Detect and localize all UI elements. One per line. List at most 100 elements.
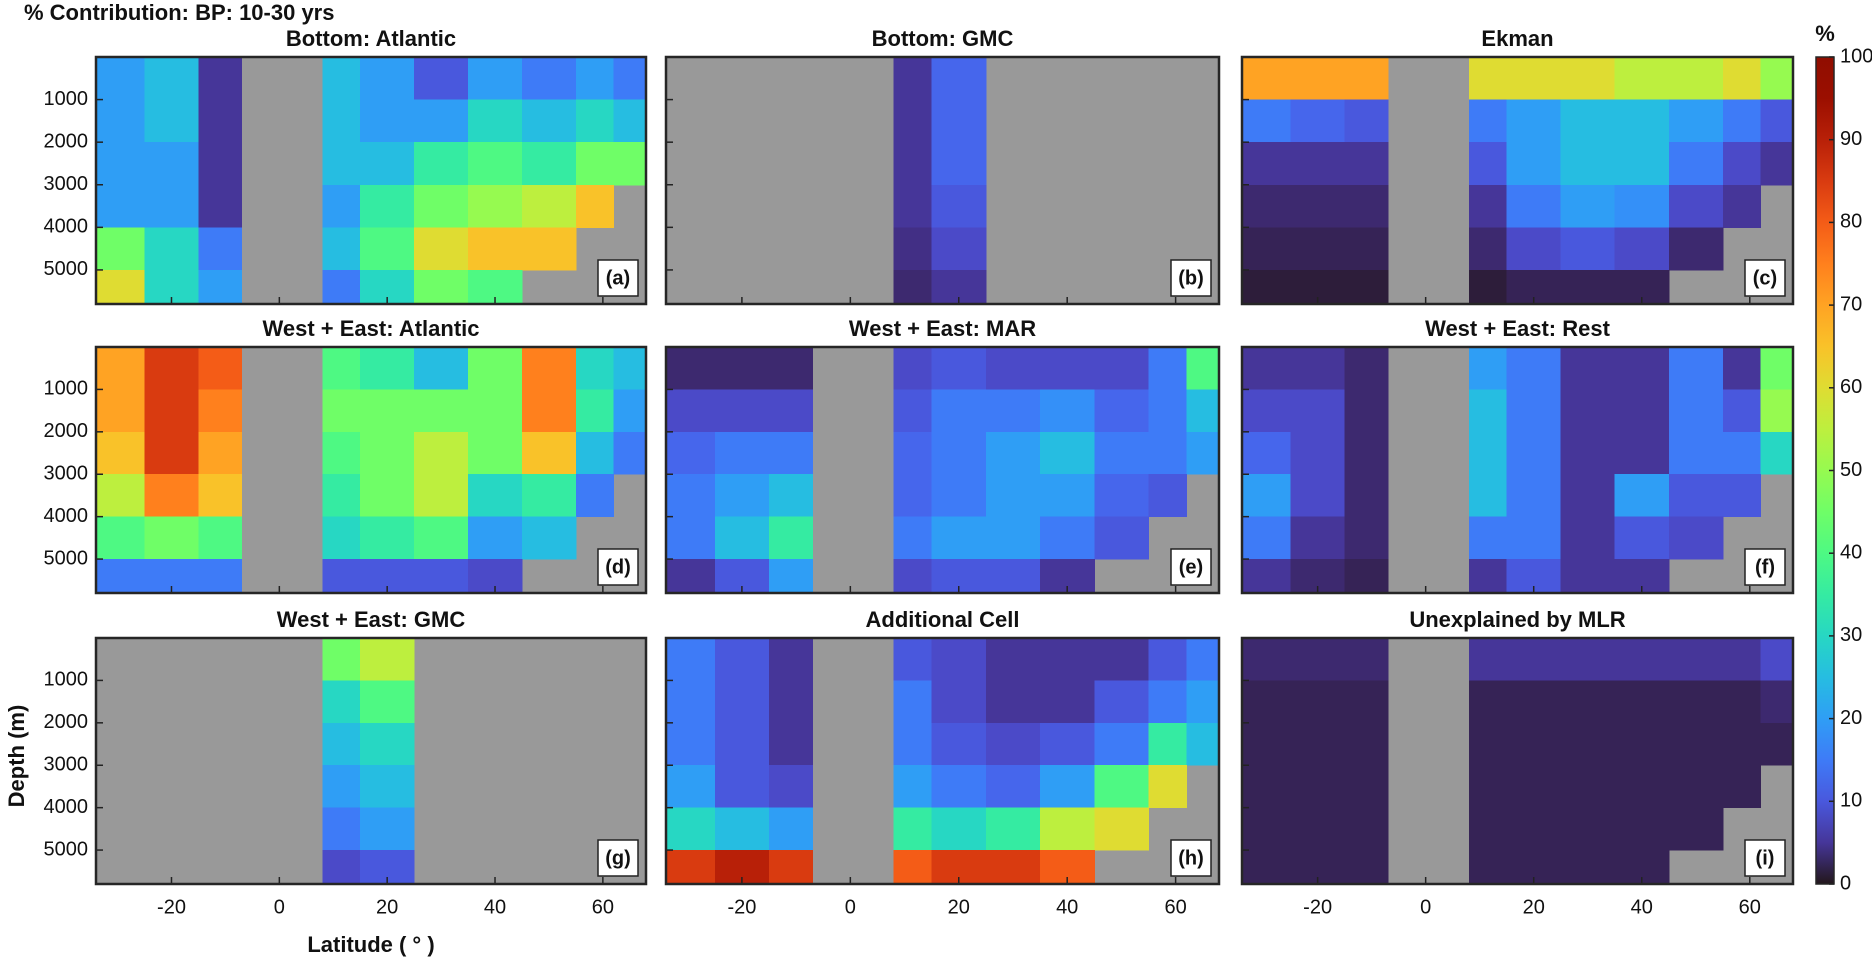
heatmap-cell [931, 638, 987, 681]
heatmap-cell [1186, 722, 1220, 766]
heatmap-cell [198, 227, 243, 271]
heatmap-cell [714, 722, 770, 766]
heatmap-cell [666, 722, 716, 766]
heatmap-cell [931, 184, 987, 228]
heatmap-cell [96, 269, 146, 305]
colorbar-tick-label: 90 [1840, 128, 1862, 150]
heatmap-cell [360, 184, 415, 228]
heatmap-cell [893, 389, 933, 433]
heatmap-cell [714, 347, 770, 390]
colorbar-tick-label: 40 [1840, 541, 1862, 563]
x-tick-label: -20 [727, 896, 756, 918]
heatmap-cell [144, 99, 199, 143]
heatmap-cell [1614, 347, 1670, 390]
heatmap-cell [414, 516, 469, 560]
panel-tag: (h) [1178, 847, 1204, 869]
heatmap-cell [666, 474, 716, 518]
heatmap-cell [1344, 765, 1389, 809]
heatmap-cell [1506, 142, 1562, 186]
heatmap-cell [1668, 142, 1724, 186]
figure-title: % Contribution: BP: 10-30 yrs [24, 0, 334, 25]
panel-title: Bottom: GMC [872, 26, 1014, 51]
heatmap-cell [322, 807, 361, 851]
heatmap-cell [1468, 722, 1508, 766]
panel-tag-box [1744, 548, 1786, 586]
heatmap-cell [1242, 99, 1292, 143]
heatmap-cell [1344, 850, 1389, 885]
heatmap-cell [468, 389, 523, 433]
heatmap-cell [714, 638, 770, 681]
heatmap-cell [360, 227, 415, 271]
y-tick-label: 4000 [44, 796, 89, 818]
heatmap-cell [96, 559, 146, 594]
heatmap-cell [468, 227, 523, 271]
heatmap-cell [1148, 680, 1187, 724]
heatmap-cell [1344, 57, 1389, 101]
panel-frame [664, 636, 1221, 886]
x-tick-label: 60 [1739, 896, 1761, 918]
heatmap-cell [1344, 638, 1389, 681]
heatmap-cell [714, 431, 770, 475]
heatmap-cell [1668, 765, 1724, 809]
heatmap-cell [1760, 431, 1794, 475]
heatmap-cell [613, 389, 647, 433]
heatmap-cell [521, 57, 577, 101]
heatmap-cell [1560, 638, 1616, 681]
y-tick-label: 1000 [44, 378, 89, 400]
heatmap-cell [322, 638, 361, 681]
panel-tag-box [1744, 839, 1786, 877]
heatmap-cell [613, 142, 647, 186]
colorbar-tick-label: 30 [1840, 624, 1862, 646]
heatmap-cell [414, 184, 469, 228]
colorbar-tick-label: 0 [1840, 872, 1851, 894]
heatmap-cell [96, 389, 146, 433]
heatmap-cell [1506, 638, 1562, 681]
heatmap-cell [893, 99, 933, 143]
heatmap-cell [769, 680, 813, 724]
heatmap-cell [575, 347, 615, 390]
panel-frame [94, 55, 648, 306]
heatmap-cell [1468, 57, 1508, 101]
heatmap-cell [1468, 389, 1508, 433]
heatmap-cell [985, 765, 1041, 809]
heatmap-cell [575, 142, 615, 186]
heatmap-cell [1560, 347, 1616, 390]
heatmap-cell [769, 389, 813, 433]
heatmap-cell [931, 57, 987, 101]
heatmap-cell [575, 389, 615, 433]
colorbar-tick-label: 70 [1840, 293, 1862, 315]
panel-title: Bottom: Atlantic [286, 26, 456, 51]
heatmap-cell [1614, 807, 1670, 851]
heatmap-cell [1344, 184, 1389, 228]
heatmap-cell [893, 142, 933, 186]
heatmap-cell [1094, 807, 1150, 851]
heatmap-cell [198, 142, 243, 186]
heatmap-cell [1186, 431, 1220, 475]
heatmap-cell [1468, 99, 1508, 143]
heatmap-cell [468, 99, 523, 143]
y-tick-label: 5000 [44, 838, 89, 860]
heatmap-cell [322, 722, 361, 766]
heatmap-cell [1614, 638, 1670, 681]
heatmap-cell [1560, 142, 1616, 186]
heatmap-cell [1760, 347, 1794, 390]
panel-frame [664, 55, 1221, 306]
heatmap-cell [1560, 680, 1616, 724]
heatmap-cell [985, 431, 1041, 475]
heatmap-cell [1290, 680, 1346, 724]
heatmap-cell [1290, 516, 1346, 560]
heatmap-cell [1668, 227, 1724, 271]
heatmap-cell [1344, 389, 1389, 433]
heatmap-cell [1614, 722, 1670, 766]
heatmap-cell [1722, 431, 1762, 475]
heatmap-cell [575, 474, 615, 518]
heatmap-cell [1040, 389, 1095, 433]
heatmap-cell [360, 765, 415, 809]
x-tick-label: 0 [274, 896, 285, 918]
heatmap-cell [1290, 638, 1346, 681]
colorbar-tick-label: 80 [1840, 211, 1862, 233]
heatmap-cell [931, 765, 987, 809]
heatmap-cell [1290, 431, 1346, 475]
panel-tag: (d) [605, 556, 631, 578]
x-tick-label: 40 [1056, 896, 1078, 918]
